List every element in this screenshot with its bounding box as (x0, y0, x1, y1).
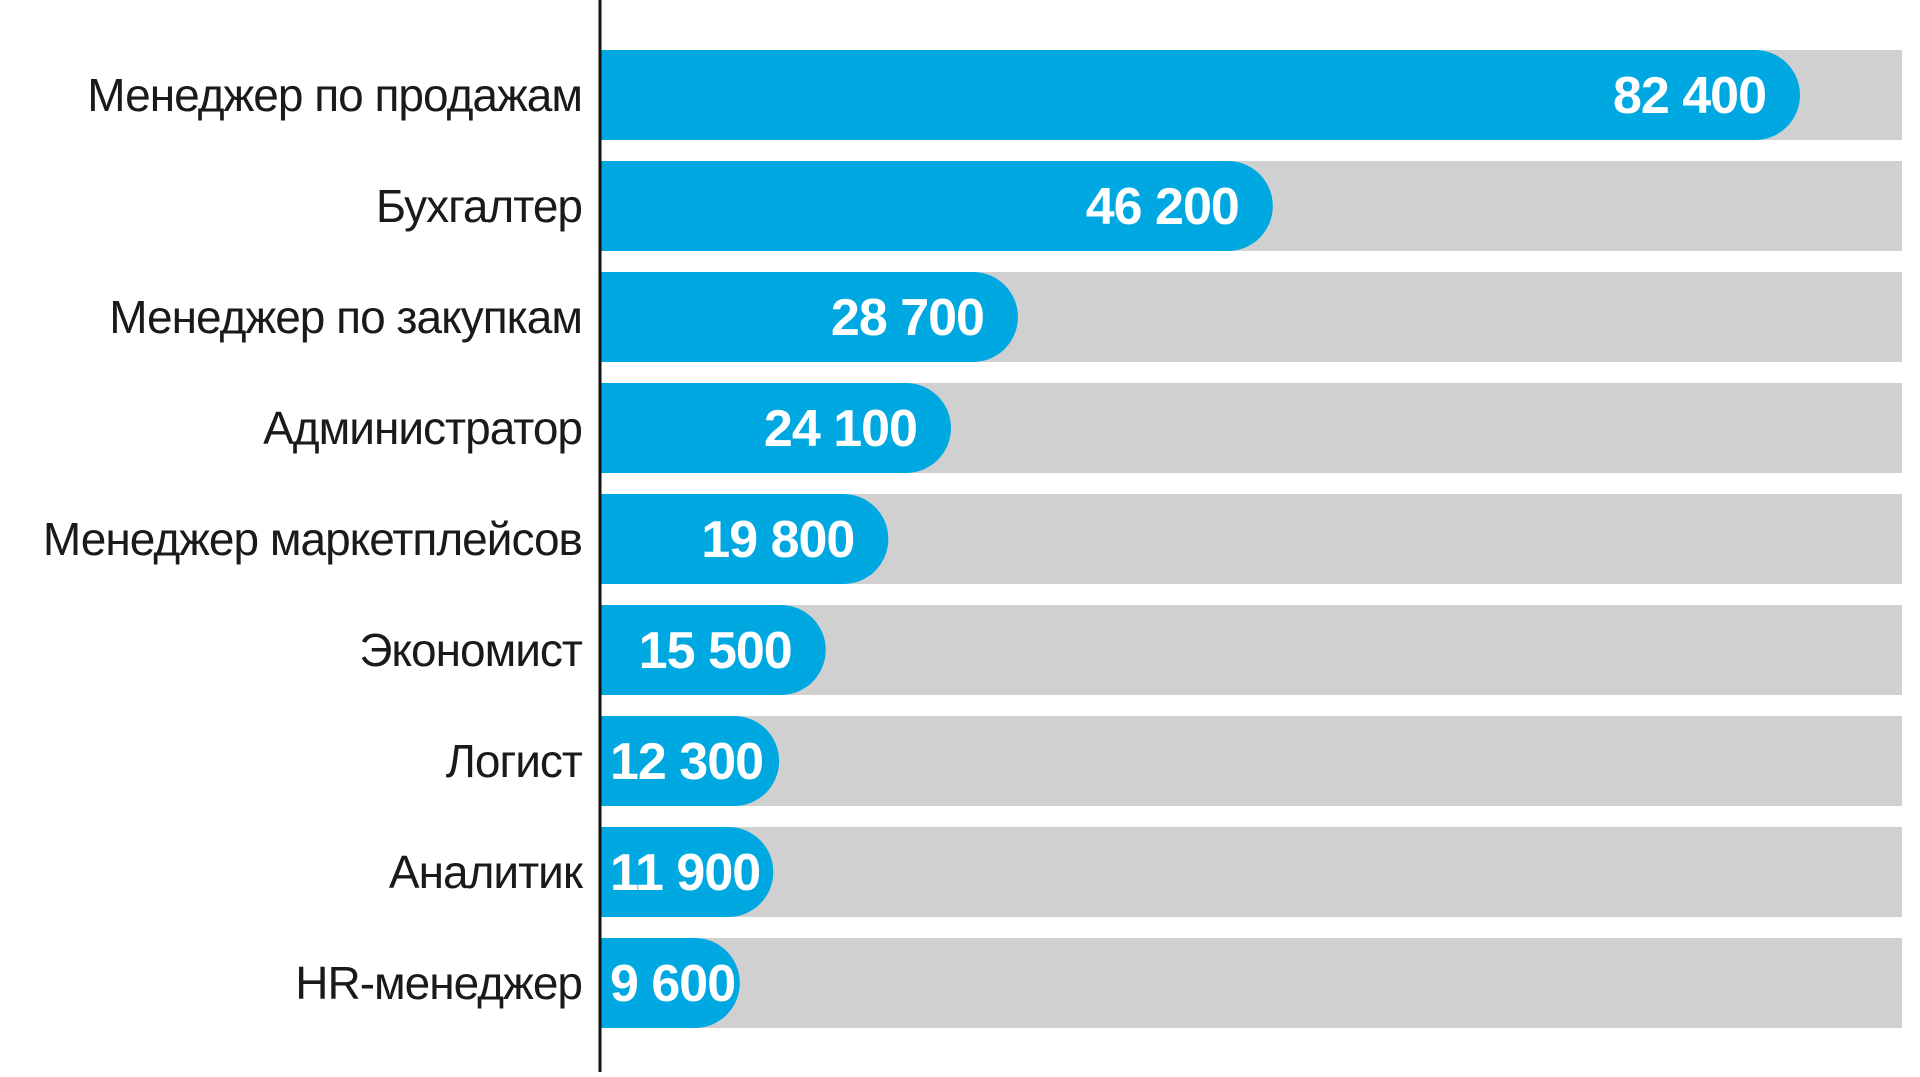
category-label: HR-менеджер (295, 957, 582, 1009)
bar (600, 383, 951, 473)
bar (600, 938, 740, 1028)
category-label: Аналитик (389, 846, 584, 898)
value-label: 15 500 (639, 622, 792, 680)
bar-track (600, 716, 1902, 806)
bar (600, 827, 774, 917)
bar (600, 494, 889, 584)
bar (600, 605, 826, 695)
category-label: Менеджер маркетплейсов (43, 513, 582, 565)
value-label-group: 82 400 46 200 28 700 24 100 19 800 15 500 12 3… (610, 67, 1767, 1013)
category-label: Бухгалтер (376, 180, 582, 232)
value-label: 12 300 (610, 733, 763, 791)
value-label: 82 400 (1613, 67, 1766, 125)
value-label: 11 900 (610, 844, 760, 902)
bar (600, 161, 1273, 251)
value-label: 9 600 (610, 955, 735, 1013)
bar (600, 272, 1018, 363)
bar (600, 50, 1800, 140)
category-label: Логист (446, 735, 583, 787)
value-label: 24 100 (764, 400, 917, 458)
value-label: 28 700 (831, 289, 984, 347)
bar-group (600, 50, 1800, 1028)
bar-track (600, 827, 1902, 917)
bar-track (600, 938, 1902, 1028)
value-label: 19 800 (701, 511, 854, 569)
category-label-group: Менеджер по продажам Бухгалтер Менеджер по… (43, 69, 585, 1009)
category-label: Экономист (359, 624, 583, 676)
value-label: 46 200 (1086, 178, 1239, 236)
bar (600, 716, 780, 806)
category-label: Администратор (263, 402, 582, 454)
category-label: Менеджер по продажам (87, 69, 582, 121)
category-label: Менеджер по закупкам (109, 291, 582, 343)
